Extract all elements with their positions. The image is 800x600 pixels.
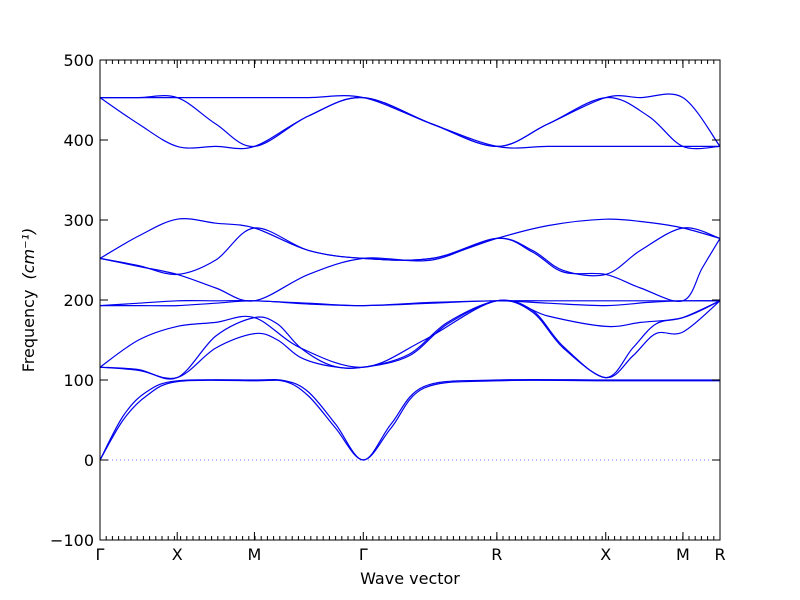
band-line-3	[99, 299, 721, 380]
x-tick-label: X	[600, 545, 611, 564]
y-tick-label: 300	[63, 211, 94, 230]
band-line-11	[100, 93, 721, 148]
band-line-9	[99, 227, 721, 277]
band-line-12	[99, 96, 720, 150]
x-tick-label: M	[676, 545, 690, 564]
band-line-5	[99, 299, 721, 368]
band-line-13	[100, 95, 721, 150]
x-tick-label: M	[248, 545, 262, 564]
y-axis-label: Frequency (cm⁻¹)	[19, 228, 38, 372]
band-line-10	[99, 218, 721, 261]
band-line-1	[99, 379, 720, 461]
x-tick-label: R	[714, 545, 725, 564]
y-tick-label: 500	[63, 51, 94, 70]
x-tick-label: Γ	[359, 545, 368, 564]
band-line-4	[99, 299, 721, 380]
x-tick-label: X	[172, 545, 183, 564]
plot-frame	[99, 59, 721, 541]
axes: −100 0 100 200 300 400 500 Γ X M Γ R X M R	[50, 51, 726, 564]
y-axis-label-unit: (cm⁻¹)	[19, 228, 38, 280]
y-tick-label: 100	[63, 371, 94, 390]
y-tick-label: −100	[50, 531, 94, 550]
y-tick-label: 200	[63, 291, 94, 310]
plot-area	[99, 93, 721, 461]
band-line-7	[99, 300, 720, 307]
y-tick-label: 400	[63, 131, 94, 150]
band-line-2	[99, 378, 720, 461]
y-tick-label: 0	[84, 451, 94, 470]
band-line-8	[99, 237, 721, 302]
y-axis-label-text: Frequency	[19, 290, 38, 373]
x-tick-label: R	[491, 545, 502, 564]
x-tick-label: Γ	[96, 545, 105, 564]
x-axis-label: Wave vector	[360, 569, 460, 588]
